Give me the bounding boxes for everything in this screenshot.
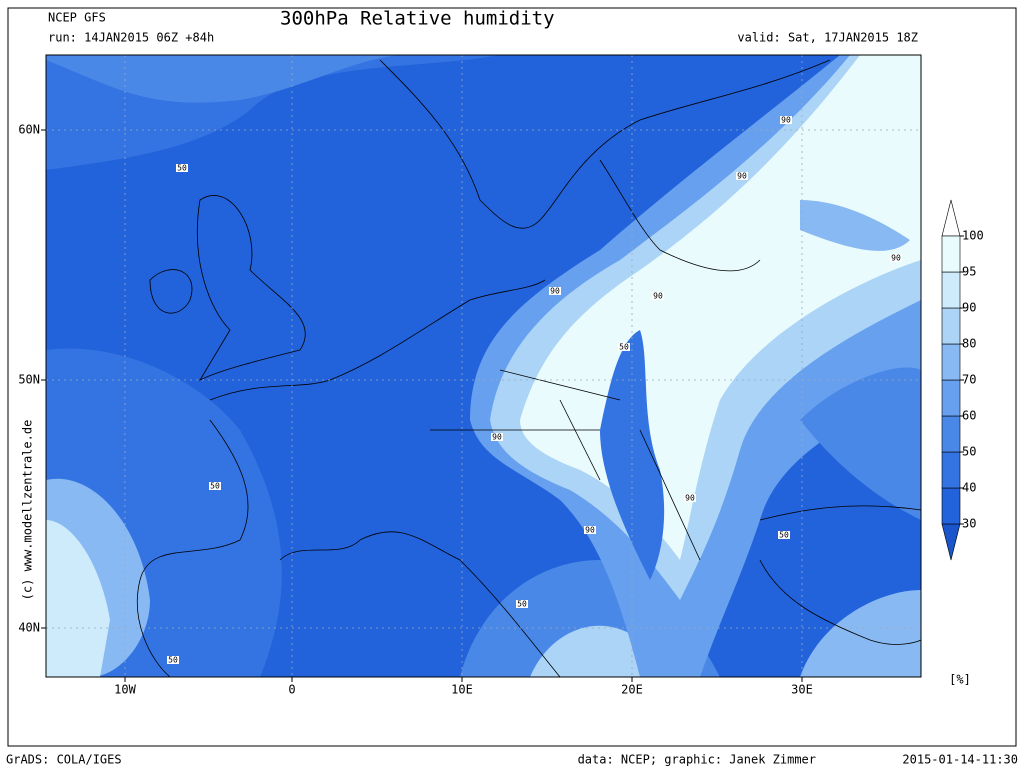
graticule <box>46 55 921 677</box>
colorbar-label: 30 <box>962 517 976 531</box>
footer-right: 2015-01-14-11:30 <box>902 753 1018 767</box>
colorbar-segment <box>941 271 961 309</box>
contour-label-bg <box>491 433 503 441</box>
contour-label-bg <box>652 292 664 300</box>
colorbar-label: 90 <box>962 301 976 315</box>
contour-label: 90 <box>685 494 695 503</box>
lon-label: 20E <box>621 683 643 697</box>
colorbar-segment <box>941 343 961 381</box>
colorbar-label: 50 <box>962 445 976 459</box>
colorbar-label: 100 <box>962 229 984 243</box>
colorbar-label: 95 <box>962 265 976 279</box>
contour-label-bg <box>584 526 596 534</box>
contour-label: 50 <box>210 482 220 491</box>
contour-label-bg <box>736 172 748 180</box>
footer-left: GrADS: COLA/IGES <box>6 753 122 767</box>
contour-label: 50 <box>177 164 187 173</box>
contour-label: 90 <box>550 287 560 296</box>
lat-label: 40N <box>18 621 40 635</box>
contour-label: 90 <box>891 254 901 263</box>
lat-label: 50N <box>18 373 40 387</box>
frame <box>7 7 1017 747</box>
lon-label: 30E <box>791 683 813 697</box>
title: 300hPa Relative humidity <box>280 8 555 30</box>
colorbar-segment <box>941 379 961 417</box>
contour-label: 90 <box>653 292 663 301</box>
contour-label: 50 <box>168 656 178 665</box>
colorbar-over <box>941 199 961 237</box>
contour-label: 90 <box>585 526 595 535</box>
lon-label: 0 <box>288 683 295 697</box>
colorbar-label: 60 <box>962 409 976 423</box>
contour-label: 50 <box>779 531 789 540</box>
valid: valid: Sat, 17JAN2015 18Z <box>737 31 918 45</box>
contour-label-bg <box>549 287 561 295</box>
contour-label: 90 <box>492 433 502 442</box>
map: 50 90 50 90 50 90 90 90 90 50 50 90 50 90 <box>46 55 921 677</box>
lat-label: 60N <box>18 123 40 137</box>
contour-label-bg <box>167 656 179 664</box>
lon-label: 10E <box>451 683 473 697</box>
run: run: 14JAN2015 06Z +84h <box>48 31 214 45</box>
contour-label: 90 <box>781 116 791 125</box>
contour-label-bg <box>209 482 221 490</box>
contour-label-bg <box>780 116 792 124</box>
contour-label-bg <box>516 600 528 608</box>
contour-label-bg <box>778 531 790 539</box>
colorbar-unit: [%] <box>949 673 971 687</box>
colorbar-label: 70 <box>962 373 976 387</box>
colorbar-segment <box>941 235 961 273</box>
credit: (c) www.modellzentrale.de <box>21 420 35 601</box>
coastlines <box>136 59 921 677</box>
contour-label: 90 <box>737 172 747 181</box>
lon-label: 10W <box>114 683 136 697</box>
contour-label-bg <box>618 343 630 351</box>
contour-label: 50 <box>517 600 527 609</box>
colorbar-segment <box>941 487 961 525</box>
model: NCEP GFS <box>48 11 106 25</box>
contour-label: 50 <box>619 343 629 352</box>
map-border <box>45 54 922 678</box>
colorbar-under <box>941 523 961 561</box>
colorbar-label: 80 <box>962 337 976 351</box>
contour-label-bg <box>176 164 188 172</box>
colorbar-segment <box>941 451 961 489</box>
colorbar-segment <box>941 415 961 453</box>
contour-label-bg <box>684 494 696 502</box>
contour-label-bg <box>890 254 902 262</box>
colorbar-label: 40 <box>962 481 976 495</box>
footer-center: data: NCEP; graphic: Janek Zimmer <box>578 753 816 767</box>
colorbar-segment <box>941 307 961 345</box>
